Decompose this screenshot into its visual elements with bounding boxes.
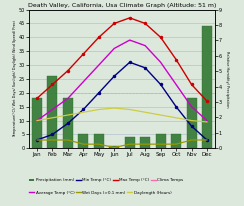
Line: Average Temp (°C): Average Temp (°C) <box>37 40 207 121</box>
Min Temp (°C) <box>190 125 193 127</box>
Wet Days (>0.1 mm) <box>144 143 147 145</box>
Y-axis label: Relative Humidity/ Precipitation: Relative Humidity/ Precipitation <box>225 51 229 107</box>
Legend: Average Temp (°C), Wet Days (>0.1 mm), Daylength (Hours): Average Temp (°C), Wet Days (>0.1 mm), D… <box>28 189 173 197</box>
Max Temp (°C) <box>190 83 193 86</box>
Max Temp (°C) <box>66 69 69 72</box>
Line: Min Temp (°C): Min Temp (°C) <box>36 61 208 141</box>
Bar <box>156 135 166 148</box>
Daylength (Hours) <box>175 117 178 119</box>
Daylength (Hours) <box>113 107 116 109</box>
Wet Days (>0.1 mm) <box>175 143 178 145</box>
Daylength (Hours) <box>144 111 147 114</box>
Min Temp (°C) <box>97 92 100 94</box>
Wet Days (>0.1 mm) <box>113 146 116 149</box>
Bar <box>63 98 73 148</box>
Average Temp (°C) <box>144 44 147 47</box>
Average Temp (°C) <box>159 61 162 63</box>
Max Temp (°C) <box>36 97 39 99</box>
Max Temp (°C) <box>144 22 147 25</box>
Bar <box>32 98 42 148</box>
Average Temp (°C) <box>113 47 116 50</box>
Daylength (Hours) <box>205 121 208 123</box>
Bar <box>125 137 135 148</box>
Bar <box>78 135 88 148</box>
Average Temp (°C) <box>128 39 131 41</box>
Daylength (Hours) <box>82 111 85 114</box>
Min Temp (°C) <box>128 61 131 63</box>
Wet Days (>0.1 mm) <box>82 143 85 145</box>
Min Temp (°C) <box>51 133 54 136</box>
Max Temp (°C) <box>97 36 100 39</box>
Average Temp (°C) <box>36 119 39 122</box>
Min Temp (°C) <box>159 83 162 86</box>
Min Temp (°C) <box>113 75 116 77</box>
Wet Days (>0.1 mm) <box>190 139 193 141</box>
Line: Wet Days (>0.1 mm): Wet Days (>0.1 mm) <box>37 140 207 147</box>
Bar <box>140 137 150 148</box>
Average Temp (°C) <box>51 108 54 111</box>
Line: Daylength (Hours): Daylength (Hours) <box>37 108 207 122</box>
Max Temp (°C) <box>159 36 162 39</box>
Min Temp (°C) <box>36 139 39 141</box>
Wet Days (>0.1 mm) <box>159 143 162 145</box>
Line: Max Temp (°C): Max Temp (°C) <box>36 17 208 102</box>
Daylength (Hours) <box>66 114 69 116</box>
Max Temp (°C) <box>175 58 178 61</box>
Wet Days (>0.1 mm) <box>128 143 131 145</box>
Max Temp (°C) <box>113 22 116 25</box>
Wet Days (>0.1 mm) <box>66 139 69 141</box>
Max Temp (°C) <box>128 17 131 19</box>
Max Temp (°C) <box>205 100 208 102</box>
Bar <box>94 135 104 148</box>
Wet Days (>0.1 mm) <box>51 139 54 141</box>
Bar <box>109 146 119 148</box>
Daylength (Hours) <box>190 119 193 122</box>
Average Temp (°C) <box>82 81 85 83</box>
Wet Days (>0.1 mm) <box>97 143 100 145</box>
Title: Death Valley, California, Usa Climate Graph (Altitude: 51 m): Death Valley, California, Usa Climate Gr… <box>28 3 216 8</box>
Wet Days (>0.1 mm) <box>36 139 39 141</box>
Average Temp (°C) <box>66 97 69 99</box>
Average Temp (°C) <box>97 64 100 66</box>
Bar <box>171 135 181 148</box>
Min Temp (°C) <box>82 108 85 111</box>
Bar <box>202 26 212 148</box>
Bar <box>186 98 197 148</box>
Max Temp (°C) <box>51 83 54 86</box>
Average Temp (°C) <box>205 119 208 122</box>
Max Temp (°C) <box>82 53 85 55</box>
Average Temp (°C) <box>190 105 193 108</box>
Min Temp (°C) <box>144 67 147 69</box>
Wet Days (>0.1 mm) <box>205 139 208 141</box>
Daylength (Hours) <box>51 117 54 119</box>
Y-axis label: Temperature(°C)/ Wet Days/ Sunlight/ Daylight/ Wind Speed/ Preci: Temperature(°C)/ Wet Days/ Sunlight/ Day… <box>13 21 18 137</box>
Daylength (Hours) <box>36 119 39 122</box>
Bar <box>47 76 58 148</box>
Daylength (Hours) <box>97 108 100 111</box>
Min Temp (°C) <box>175 105 178 108</box>
Daylength (Hours) <box>128 108 131 111</box>
Min Temp (°C) <box>66 122 69 125</box>
Average Temp (°C) <box>175 83 178 86</box>
Daylength (Hours) <box>159 114 162 116</box>
Min Temp (°C) <box>205 139 208 141</box>
